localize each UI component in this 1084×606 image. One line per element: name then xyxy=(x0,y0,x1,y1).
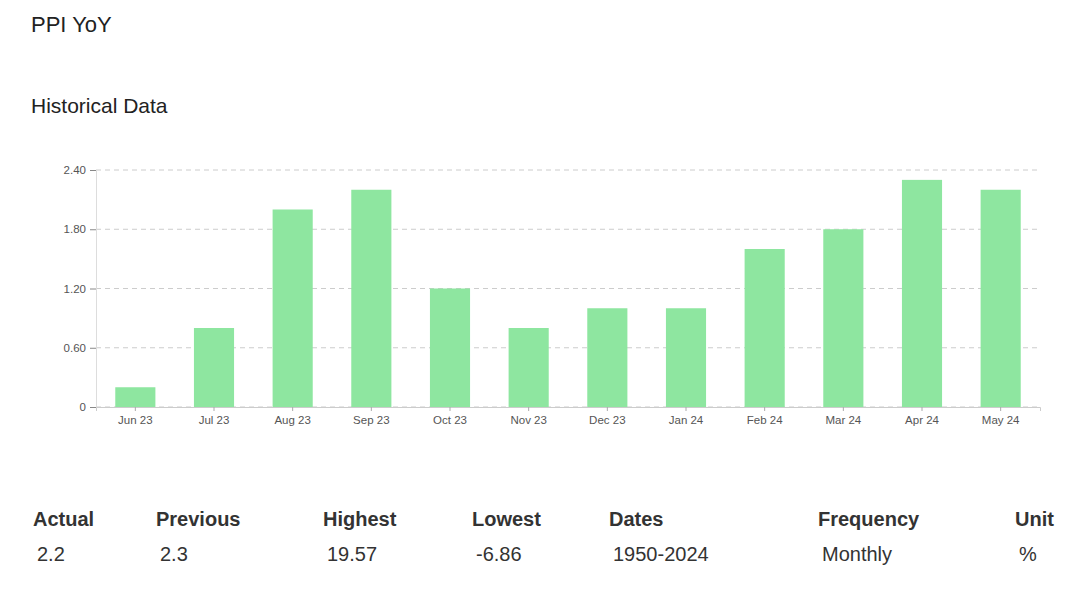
x-tick-mark xyxy=(1000,407,1001,411)
title: PPI YoY xyxy=(31,12,112,37)
y-tick: 0 xyxy=(80,401,96,413)
bar xyxy=(587,308,627,407)
x-tick-mark xyxy=(371,407,372,411)
stat-value: 2.2 xyxy=(37,543,65,565)
y-axis-line xyxy=(90,171,97,408)
x-tick: Sep 23 xyxy=(353,407,389,426)
bars xyxy=(115,180,1020,407)
grid-line xyxy=(96,347,1040,348)
x-tick-label: Apr 24 xyxy=(905,414,939,426)
stat-value: 19.57 xyxy=(327,543,377,565)
x-axis-line xyxy=(97,408,1041,412)
y-tick-mark xyxy=(90,348,96,349)
stat-value: -6.86 xyxy=(476,543,522,565)
x-tick-label: May 24 xyxy=(982,414,1020,426)
bar xyxy=(509,328,549,407)
y-tick: 0.60 xyxy=(64,342,96,354)
stats: Actual 2.2 Previous 2.3 Highest 19.57 Lowest -6… xyxy=(33,508,1054,565)
bar xyxy=(115,387,155,407)
x-tick: Apr 24 xyxy=(905,407,939,426)
x-tick-label: Oct 23 xyxy=(433,414,467,426)
bar xyxy=(194,328,234,407)
y-tick-label: 2.40 xyxy=(64,164,86,176)
x-tick: Nov 23 xyxy=(510,407,546,426)
bar xyxy=(430,289,470,408)
x-tick-label: Jul 23 xyxy=(199,414,230,426)
x-tick-mark xyxy=(214,407,215,411)
x-tick: Mar 24 xyxy=(825,407,861,426)
x-tick-mark xyxy=(686,407,687,411)
bar xyxy=(902,180,942,407)
stat-value: Monthly xyxy=(822,543,892,565)
x-tick-mark xyxy=(843,407,844,411)
x-tick-label: Nov 23 xyxy=(510,414,546,426)
y-tick-label: 0.60 xyxy=(64,342,86,354)
x-tick: Aug 23 xyxy=(274,407,310,426)
bar xyxy=(981,190,1021,407)
x-tick-label: Aug 23 xyxy=(274,414,310,426)
x-tick: Jan 24 xyxy=(669,407,704,426)
y-tick: 1.80 xyxy=(64,223,96,235)
stat-value: 1950-2024 xyxy=(613,543,709,565)
grid xyxy=(96,170,1040,407)
y-axis: 0 0.60 1.20 1.80 2.40 xyxy=(64,164,97,413)
x-tick-mark xyxy=(292,407,293,411)
stat-label: Highest xyxy=(323,508,397,530)
y-tick: 2.40 xyxy=(64,164,96,176)
y-tick-label: 1.80 xyxy=(64,223,86,235)
x-tick-label: Dec 23 xyxy=(589,414,625,426)
stat-value: % xyxy=(1019,543,1037,565)
x-tick: Jul 23 xyxy=(199,407,230,426)
x-tick-mark xyxy=(607,407,608,411)
x-tick: Jun 23 xyxy=(118,407,153,426)
x-tick-mark xyxy=(450,407,451,411)
grid-line xyxy=(96,170,1040,171)
bar xyxy=(351,190,391,407)
x-tick-mark xyxy=(764,407,765,411)
bar xyxy=(823,229,863,407)
x-tick-mark xyxy=(135,407,136,411)
y-tick-mark xyxy=(90,407,96,408)
grid-line xyxy=(96,229,1040,230)
x-tick: Oct 23 xyxy=(433,407,467,426)
y-tick-label: 1.20 xyxy=(64,283,86,295)
x-tick-label: Feb 24 xyxy=(747,414,783,426)
x-axis: Jun 23 Jul 23 Aug 23 Sep 23 Oct 23 Nov 23 Dec … xyxy=(97,407,1041,426)
bar xyxy=(666,308,706,407)
bar xyxy=(745,249,785,407)
y-tick: 1.20 xyxy=(64,283,96,295)
x-tick-mark xyxy=(922,407,923,411)
x-tick-mark xyxy=(528,407,529,411)
x-tick: May 24 xyxy=(982,407,1020,426)
y-tick-mark xyxy=(90,170,96,171)
stat-value: 2.3 xyxy=(160,543,188,565)
bar xyxy=(273,210,313,408)
subtitle: Historical Data xyxy=(31,94,168,117)
x-tick-label: Jan 24 xyxy=(669,414,704,426)
y-tick-label: 0 xyxy=(80,401,86,413)
x-tick-label: Jun 23 xyxy=(118,414,153,426)
y-tick-mark xyxy=(90,289,96,290)
stat-label: Lowest xyxy=(472,508,541,530)
stat-label: Actual xyxy=(33,508,94,530)
x-tick-label: Mar 24 xyxy=(825,414,861,426)
chart: PPI YoY Historical Data 0 0.60 1.20 1.80 2.40 J… xyxy=(0,0,1084,606)
x-tick: Dec 23 xyxy=(589,407,625,426)
y-tick-mark xyxy=(90,229,96,230)
x-tick: Feb 24 xyxy=(747,407,783,426)
stat-label: Frequency xyxy=(818,508,920,530)
stat-label: Dates xyxy=(609,508,663,530)
stat-label: Unit xyxy=(1015,508,1054,530)
x-tick-label: Sep 23 xyxy=(353,414,389,426)
grid-line xyxy=(96,288,1040,289)
stat-label: Previous xyxy=(156,508,240,530)
